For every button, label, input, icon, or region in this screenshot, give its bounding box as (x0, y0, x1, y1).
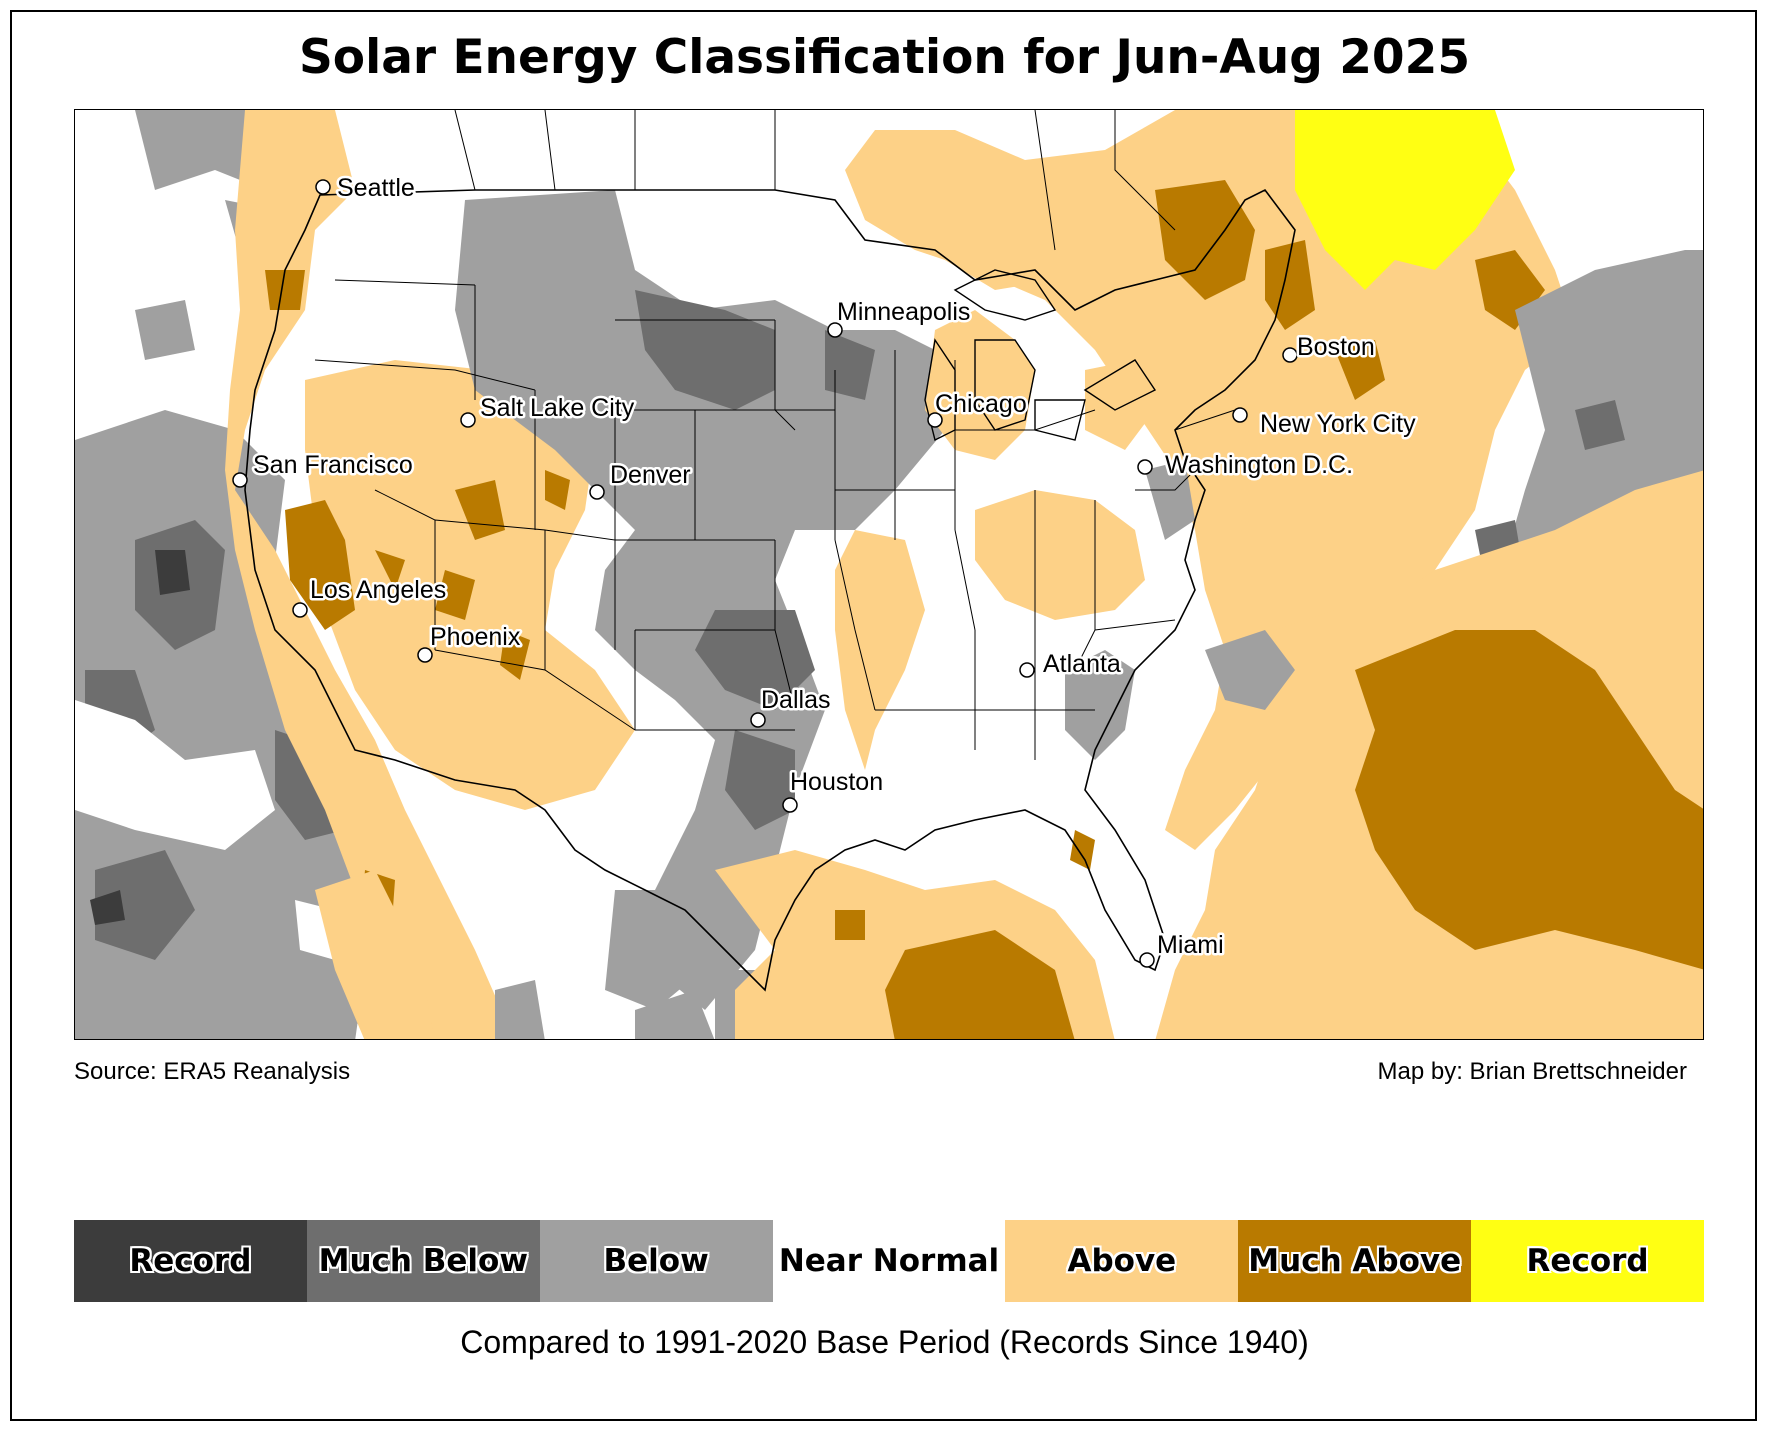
city-markers: Seattle Minneapolis Boston Salt Lake Cit… (232, 172, 1419, 968)
legend-below: Below (539, 1220, 773, 1302)
svg-text:San Francisco: San Francisco (253, 451, 413, 479)
map-canvas: Seattle Minneapolis Boston Salt Lake Cit… (75, 110, 1703, 1039)
legend-record-low: Record (74, 1220, 307, 1302)
legend-record-high: Record (1471, 1220, 1705, 1302)
svg-text:Minneapolis: Minneapolis (837, 298, 970, 326)
figure-frame (10, 10, 1757, 1421)
map-title: Solar Energy Classification for Jun-Aug … (298, 30, 1471, 85)
city-salt-lake-city: Salt Lake City (460, 392, 637, 428)
city-boston: Boston (1282, 331, 1377, 364)
city-los-angeles: Los Angeles (292, 574, 449, 618)
svg-text:Miami: Miami (1157, 931, 1224, 959)
city-houston: Houston (782, 766, 886, 813)
legend-bar: Record Much Below Below Near Normal Abov… (74, 1220, 1705, 1302)
map-panel: Seattle Minneapolis Boston Salt Lake Cit… (74, 109, 1704, 1040)
legend-much-below: Much Below (306, 1220, 540, 1302)
northeast-much-above-region (1155, 180, 1545, 400)
svg-text:Phoenix: Phoenix (430, 623, 521, 651)
great-lakes-shores (924, 269, 1157, 442)
plains-much-below-region (635, 290, 875, 830)
maritimes-record-high-region (1295, 110, 1515, 290)
legend-above: Above (1005, 1220, 1239, 1302)
midwest-above-region (835, 310, 1035, 770)
svg-text:Salt Lake City: Salt Lake City (480, 394, 635, 422)
atlantic-below-region (1205, 250, 1703, 710)
city-minneapolis: Minneapolis (827, 296, 973, 338)
city-chicago: Chicago (927, 388, 1029, 428)
pacific-near-normal-patches (75, 700, 335, 960)
mexico-below-region (495, 980, 715, 1039)
pacific-record-low-spot (90, 550, 190, 925)
city-miami: Miami (1139, 929, 1226, 968)
svg-text:Houston: Houston (790, 768, 883, 796)
base-period-caption: Compared to 1991-2020 Base Period (Recor… (460, 1324, 1309, 1360)
southeast-below-region (1065, 460, 1195, 760)
anomaly-fields (75, 110, 1703, 1039)
legend-much-above: Much Above (1238, 1220, 1472, 1302)
svg-text:Atlanta: Atlanta (1043, 650, 1121, 678)
city-denver: Denver (589, 459, 693, 500)
canada-lines (454, 110, 1176, 251)
plains-below-region (455, 190, 955, 1010)
city-seattle: Seattle (315, 172, 417, 205)
city-dallas: Dallas (750, 684, 833, 728)
political-boundaries (244, 110, 1296, 992)
svg-text:Boston: Boston (1297, 333, 1375, 361)
great-basin-much-above-spots (265, 270, 570, 950)
city-phoenix: Phoenix (417, 621, 523, 663)
svg-text:New York City: New York City (1260, 410, 1416, 438)
svg-text:Denver: Denver (610, 461, 691, 489)
ohio-valley-above-region (975, 490, 1145, 620)
city-atlanta: Atlanta (1019, 648, 1123, 681)
gulf-much-above-region (835, 830, 1095, 1039)
atlantic-much-below-spots (1475, 400, 1625, 555)
svg-text:Seattle: Seattle (337, 174, 415, 202)
city-new-york-city: New York City (1232, 407, 1419, 441)
svg-text:Washington D.C.: Washington D.C. (1165, 451, 1353, 479)
west-above-region (225, 110, 515, 1039)
source-note: Source: ERA5 Reanalysis (74, 1058, 351, 1085)
atlantic-south-much-above-region (1355, 630, 1703, 970)
state-lines (314, 279, 1236, 760)
legend-near-normal: Near Normal (772, 1220, 1006, 1302)
svg-text:Los Angeles: Los Angeles (310, 576, 446, 604)
svg-text:Chicago: Chicago (935, 390, 1027, 418)
svg-text:Dallas: Dallas (761, 686, 830, 714)
atlantic-north-above-region (845, 110, 1575, 850)
map-credit: Map by: Brian Brettschneider (1377, 1058, 1687, 1085)
city-washington-dc: Washington D.C. (1137, 449, 1356, 482)
city-san-francisco: San Francisco (232, 449, 415, 488)
